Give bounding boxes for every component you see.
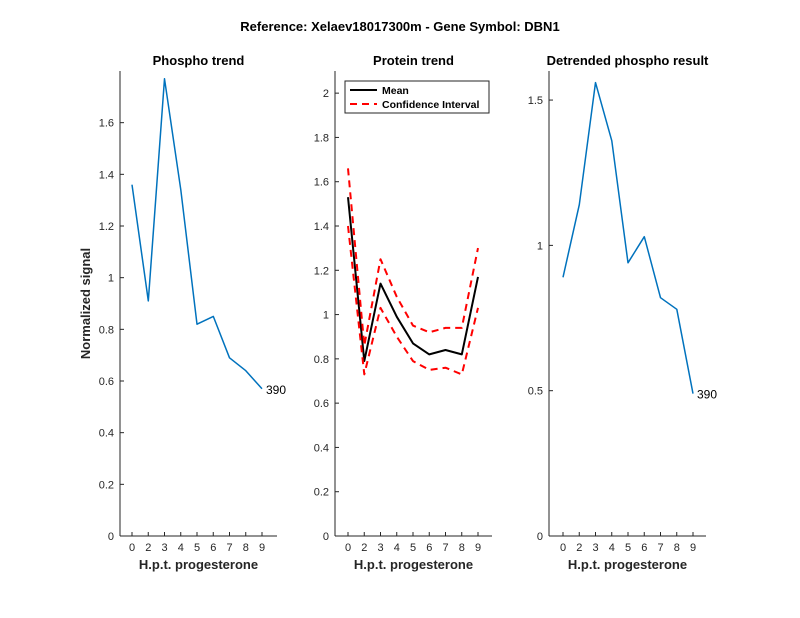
- y-tick-label: 0.4: [99, 428, 114, 440]
- y-tick-label: 0.6: [99, 376, 114, 388]
- confidence-interval-line: [347, 168, 479, 347]
- panel-title: Detrended phospho result: [547, 53, 709, 68]
- y-tick-label: 1.2: [99, 221, 114, 233]
- x-tick-label: 9: [475, 542, 481, 554]
- x-tick-label: 8: [674, 542, 680, 554]
- x-tick-label: 9: [259, 542, 265, 554]
- y-tick-label: 0.8: [314, 354, 329, 366]
- y-tick-label: 2: [323, 88, 329, 100]
- protein-trend-panel: 00.20.40.60.811.21.41.61.820 2 3 4 5 6 7 8 9Prot…: [314, 53, 492, 572]
- series-line: [562, 81, 694, 394]
- y-tick-label: 0.2: [99, 479, 114, 491]
- legend-box: [344, 80, 490, 114]
- x-tick-label: 8: [459, 542, 465, 554]
- x-tick-label: 9: [690, 542, 696, 554]
- y-tick-label: 1.4: [314, 221, 329, 233]
- y-tick-label: 1.6: [99, 118, 114, 130]
- y-tick-label: 1: [537, 240, 543, 252]
- x-tick-label: 2: [145, 542, 151, 554]
- x-tick-label: 7: [442, 542, 448, 554]
- x-axis-label: H.p.t. progesterone: [354, 557, 473, 572]
- x-tick-label: 6: [210, 542, 216, 554]
- x-tick-label: 3: [161, 542, 167, 554]
- figure-title: Reference: Xelaev18017300m - Gene Symbol…: [240, 19, 559, 34]
- x-axis-label: H.p.t. progesterone: [139, 557, 258, 572]
- mean-line: [347, 197, 479, 363]
- x-axis-label: H.p.t. progesterone: [568, 557, 687, 572]
- confidence-interval-line: [347, 225, 479, 376]
- y-tick-label: 1.4: [99, 169, 114, 181]
- y-tick-label: 1.2: [314, 265, 329, 277]
- y-tick-label: 0.5: [528, 386, 543, 398]
- y-tick-label: 0.2: [314, 487, 329, 499]
- legend-label: Mean: [382, 85, 409, 97]
- x-tick-label: 5: [410, 542, 416, 554]
- x-tick-label: 0: [129, 542, 135, 554]
- panel-title: Protein trend: [373, 53, 454, 68]
- y-tick-label: 0: [537, 531, 543, 543]
- y-tick-label: 0.8: [99, 324, 114, 336]
- x-tick-label: 7: [657, 542, 663, 554]
- x-tick-label: 3: [377, 542, 383, 554]
- y-tick-label: 0: [108, 531, 114, 543]
- x-tick-label: 6: [426, 542, 432, 554]
- point-annotation: 390: [697, 388, 717, 402]
- y-tick-label: 1: [108, 273, 114, 285]
- x-tick-label: 0: [345, 542, 351, 554]
- series-line: [131, 78, 263, 390]
- y-tick-label: 1.5: [528, 95, 543, 107]
- y-tick-label: 1.8: [314, 132, 329, 144]
- x-tick-label: 6: [641, 542, 647, 554]
- x-tick-label: 7: [226, 542, 232, 554]
- y-tick-label: 0.6: [314, 398, 329, 410]
- point-annotation: 390: [266, 383, 286, 397]
- x-tick-label: 4: [609, 542, 615, 554]
- x-tick-label: 3: [592, 542, 598, 554]
- legend-label: Confidence Interval: [382, 99, 480, 111]
- y-axis-label: Normalized signal: [78, 248, 93, 359]
- y-tick-label: 0: [323, 531, 329, 543]
- x-tick-label: 8: [243, 542, 249, 554]
- x-tick-label: 5: [625, 542, 631, 554]
- panel-title: Phospho trend: [153, 53, 245, 68]
- phospho-trend-panel: 00.20.40.60.811.21.41.60 2 3 4 5 6 7 8 9Phospho …: [78, 53, 286, 572]
- x-tick-label: 2: [576, 542, 582, 554]
- x-tick-label: 4: [394, 542, 400, 554]
- y-tick-label: 0.4: [314, 442, 329, 454]
- x-tick-label: 5: [194, 542, 200, 554]
- y-tick-label: 1.6: [314, 177, 329, 189]
- x-tick-label: 4: [178, 542, 184, 554]
- x-tick-label: 2: [361, 542, 367, 554]
- x-tick-label: 0: [560, 542, 566, 554]
- y-tick-label: 1: [323, 310, 329, 322]
